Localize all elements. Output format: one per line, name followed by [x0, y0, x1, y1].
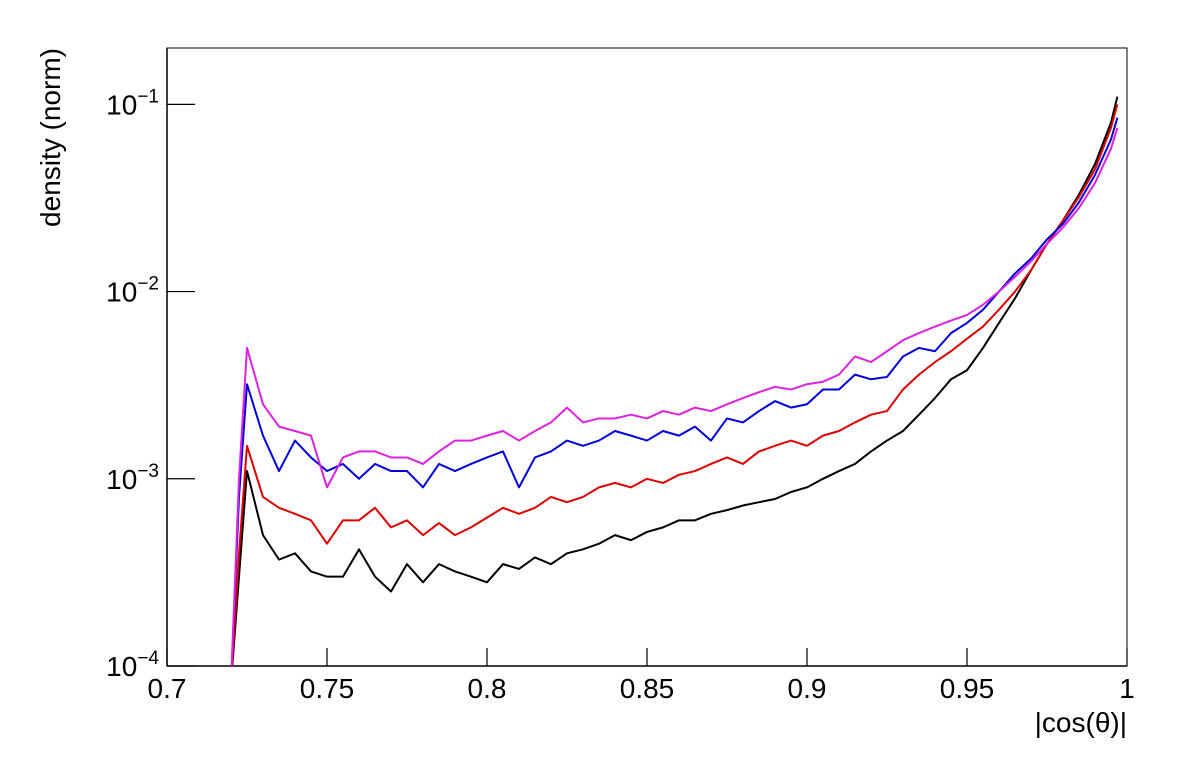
series-line: [230, 127, 1119, 666]
x-tick-label: 0.8: [468, 673, 507, 704]
x-tick-label: 0.75: [300, 673, 355, 704]
x-tick-label: 0.95: [940, 673, 995, 704]
x-tick-label: 0.9: [788, 673, 827, 704]
y-tick-label: 10−4: [106, 648, 159, 682]
plot-frame: [166, 47, 1128, 667]
x-tick-label: 1: [1119, 673, 1135, 704]
series-line: [231, 96, 1119, 666]
x-tick-label: 0.85: [620, 673, 675, 704]
series-line: [230, 117, 1119, 666]
series-line: [231, 104, 1119, 666]
y-tick-label: 10−1: [106, 86, 159, 120]
x-axis-label: |cos(θ)|: [1035, 707, 1127, 738]
y-tick-label: 10−2: [106, 274, 159, 308]
y-tick-label: 10−3: [106, 461, 159, 495]
y-axis-label: density (norm): [35, 48, 66, 227]
plot-area: [230, 96, 1119, 666]
x-tick-label: 0.7: [148, 673, 187, 704]
